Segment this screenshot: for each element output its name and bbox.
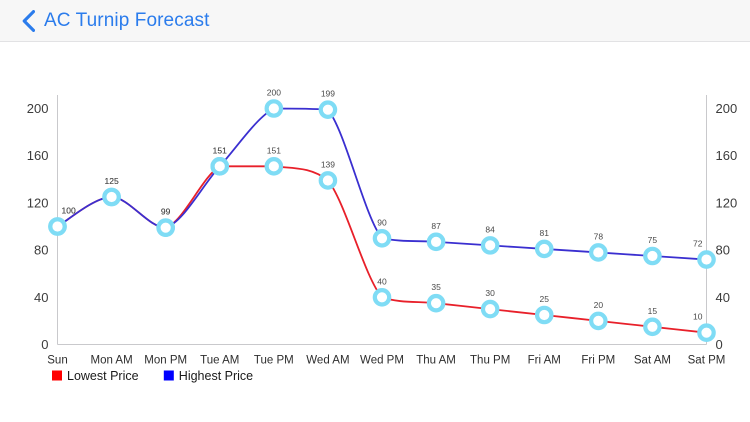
x-axis-category-label: Mon AM <box>90 355 132 367</box>
data-point-value-label: 15 <box>648 306 658 316</box>
y-axis-tick-label: 40 <box>34 290 48 305</box>
data-point-value-label: 99 <box>161 207 171 217</box>
chevron-left-icon[interactable] <box>22 9 35 32</box>
data-point-marker[interactable] <box>210 157 230 176</box>
x-axis-category-label: Thu PM <box>470 355 510 367</box>
data-point-marker[interactable] <box>589 243 608 262</box>
series-line <box>56 165 708 334</box>
y-axis-tick-label-right: 200 <box>716 101 738 116</box>
data-point-marker[interactable] <box>156 218 175 237</box>
data-point-value-label: 10 <box>693 312 703 322</box>
data-point-marker[interactable] <box>318 100 338 119</box>
data-point-value-label: 125 <box>104 176 118 186</box>
data-point-marker[interactable] <box>48 217 67 236</box>
legend-swatch <box>52 370 62 381</box>
data-point-value-label: 99 <box>161 207 171 217</box>
data-point-marker[interactable] <box>697 323 716 342</box>
y-axis-tick-label: 120 <box>27 195 49 210</box>
data-point-value-label: 25 <box>540 294 550 304</box>
x-axis-category-label: Tue AM <box>200 355 239 367</box>
navigation-bar: AC Turnip Forecast <box>0 0 750 42</box>
y-axis-right: 0 40 80 120 160 200 <box>706 95 738 352</box>
data-point-marker[interactable] <box>264 99 284 118</box>
y-axis-tick-label: 0 <box>41 337 48 352</box>
data-point-value-label: 139 <box>321 159 335 169</box>
data-point-value-label: 100 <box>62 206 76 216</box>
data-point-marker[interactable] <box>318 171 338 190</box>
data-point-marker[interactable] <box>372 229 392 248</box>
y-axis-tick-label: 160 <box>27 148 49 163</box>
line-chart-svg: 0 40 80 120 160 200 0 40 80 120 160 200 100 125 99 15… <box>27 88 738 384</box>
data-point-marker[interactable] <box>697 250 716 269</box>
data-point-marker[interactable] <box>643 246 662 266</box>
x-axis-category-label: Fri AM <box>528 355 561 367</box>
data-point-value-label: 20 <box>594 300 604 310</box>
legend-label[interactable]: Highest Price <box>179 369 253 383</box>
x-axis-category-label: Fri PM <box>581 355 615 367</box>
x-axis-category-labels: Sun Mon AM Mon PM Tue AM Tue PM Wed AM Wed PM T… <box>47 355 725 367</box>
data-point-value-label: 125 <box>104 176 118 186</box>
data-point-value-label: 151 <box>213 145 227 155</box>
y-axis-tick-label-right: 160 <box>716 148 738 163</box>
data-point-value-label: 151 <box>267 145 281 155</box>
data-point-value-label: 81 <box>540 228 550 238</box>
x-axis-category-label: Wed AM <box>306 355 349 367</box>
data-point-value-label: 84 <box>485 224 495 234</box>
x-axis-category-label: Sun <box>47 355 67 367</box>
legend-swatch <box>163 370 174 381</box>
y-axis-tick-label: 200 <box>27 101 49 116</box>
data-point-value-label: 87 <box>431 221 441 231</box>
data-point-value-label: 200 <box>267 88 281 98</box>
data-point-marker[interactable] <box>480 299 500 319</box>
x-axis-category-label: Thu AM <box>416 355 456 367</box>
data-point-value-label: 75 <box>648 235 658 245</box>
data-point-marker[interactable] <box>534 239 554 259</box>
data-point-value-label: 199 <box>321 89 335 99</box>
data-point-value-label: 151 <box>213 145 227 155</box>
x-axis-category-label: Sat AM <box>634 355 671 367</box>
y-axis-tick-label-right: 80 <box>716 243 730 258</box>
y-axis-tick-label-right: 0 <box>716 337 723 352</box>
data-point-value-label: 30 <box>485 288 495 298</box>
x-axis-category-label: Tue PM <box>254 355 294 367</box>
data-point-value-label: 78 <box>594 231 604 241</box>
y-axis-tick-label-right: 120 <box>716 195 738 210</box>
data-point-marker[interactable] <box>534 305 554 325</box>
data-point-marker[interactable] <box>589 311 608 331</box>
chart-legend: Lowest Price Highest Price <box>52 369 253 383</box>
data-point-marker[interactable] <box>102 187 121 207</box>
y-axis-tick-label: 80 <box>34 243 48 258</box>
data-point-marker[interactable] <box>643 317 662 337</box>
data-point-marker[interactable] <box>426 293 446 313</box>
data-point-value-label: 40 <box>377 276 387 286</box>
x-axis-category-label: Mon PM <box>144 355 187 367</box>
data-point-marker[interactable] <box>372 288 392 307</box>
data-point-marker[interactable] <box>264 157 284 176</box>
y-axis-left: 0 40 80 120 160 200 <box>27 95 707 352</box>
data-point-marker[interactable] <box>426 232 446 252</box>
data-point-value-label: 100 <box>62 206 76 216</box>
data-point-marker[interactable] <box>480 236 500 255</box>
page-title: AC Turnip Forecast <box>44 9 210 31</box>
data-point-value-label: 72 <box>693 239 703 249</box>
turnip-forecast-chart: 0 40 80 120 160 200 0 40 80 120 160 200 100 125 99 15… <box>0 43 750 422</box>
series-markers <box>48 99 716 342</box>
y-axis-tick-label-right: 40 <box>716 290 730 305</box>
x-axis-category-label: Sat PM <box>688 355 726 367</box>
x-axis-category-label: Wed PM <box>360 355 404 367</box>
data-point-value-label: 90 <box>377 217 387 227</box>
data-point-value-label: 35 <box>431 282 441 292</box>
legend-label[interactable]: Lowest Price <box>67 369 139 383</box>
